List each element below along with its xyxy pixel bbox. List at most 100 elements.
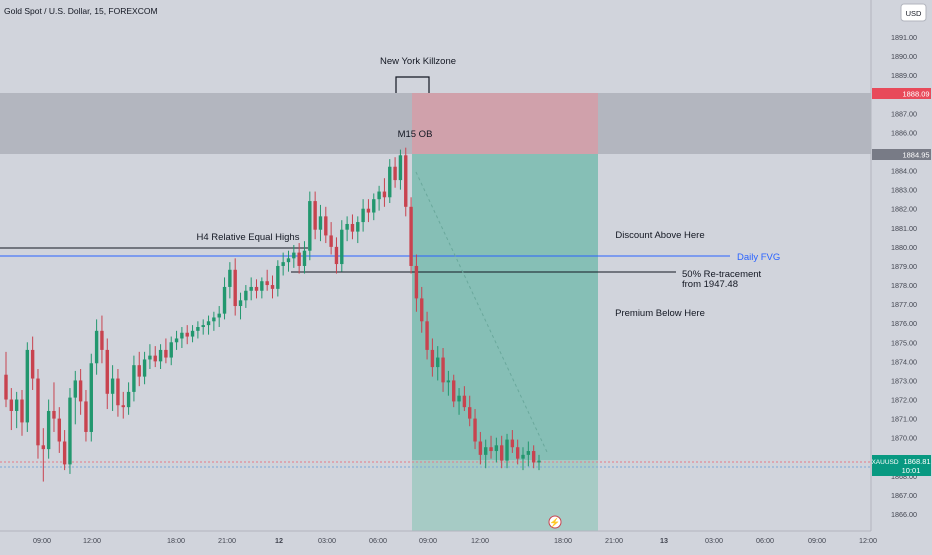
candle-bullish[interactable] (302, 250, 307, 266)
candle-bearish[interactable] (473, 418, 477, 442)
candle-bearish[interactable] (414, 265, 419, 299)
candle-bullish[interactable] (494, 445, 499, 452)
candle-bullish[interactable] (308, 201, 312, 251)
candle-bullish[interactable] (132, 365, 136, 392)
candle-bearish[interactable] (334, 246, 339, 265)
candle-bearish[interactable] (9, 399, 14, 411)
candle-bearish[interactable] (270, 285, 275, 289)
candle-bearish[interactable] (84, 401, 88, 432)
candle-bearish[interactable] (254, 286, 259, 291)
candle-bearish[interactable] (137, 365, 141, 377)
candle-bearish[interactable] (78, 380, 83, 402)
candle-bearish[interactable] (393, 166, 397, 181)
candle-bearish[interactable] (100, 330, 104, 350)
candle-bearish[interactable] (430, 349, 435, 368)
candle-bullish[interactable] (212, 317, 216, 322)
candle-bearish[interactable] (468, 407, 472, 419)
candle-bullish[interactable] (372, 199, 376, 213)
candle-bearish[interactable] (62, 441, 67, 465)
candle-bearish[interactable] (185, 332, 189, 337)
candle-bullish[interactable] (345, 223, 349, 230)
candle-bullish[interactable] (398, 155, 403, 181)
candle-bearish[interactable] (350, 223, 355, 232)
candle-bearish[interactable] (36, 378, 40, 446)
candle-bullish[interactable] (25, 349, 30, 423)
candle-bearish[interactable] (116, 378, 120, 406)
candle-bearish[interactable] (404, 155, 408, 207)
stop-loss-zone[interactable] (412, 93, 598, 154)
candle-bullish[interactable] (126, 391, 131, 408)
symbol-title[interactable]: Gold Spot / U.S. Dollar, 15, FOREXCOM (4, 6, 158, 16)
candle-bullish[interactable] (169, 342, 173, 358)
candle-bullish[interactable] (89, 363, 93, 432)
candle-bullish[interactable] (228, 269, 232, 287)
candle-bearish[interactable] (41, 445, 46, 450)
candle-bullish[interactable] (537, 460, 541, 463)
candle-bearish[interactable] (313, 201, 317, 230)
lightning-icon[interactable] (548, 515, 562, 529)
candle-bullish[interactable] (110, 378, 115, 394)
candle-bullish[interactable] (217, 313, 221, 318)
candle-bearish[interactable] (57, 418, 61, 442)
candle-bullish[interactable] (190, 330, 195, 337)
candle-bullish[interactable] (94, 330, 99, 364)
currency-button[interactable]: USD (906, 9, 922, 18)
candle-bullish[interactable] (206, 321, 211, 326)
candle-bearish[interactable] (329, 235, 333, 247)
candle-bullish[interactable] (446, 380, 451, 383)
candle-bearish[interactable] (420, 298, 424, 322)
candle-bearish[interactable] (462, 395, 467, 408)
candle-bullish[interactable] (281, 262, 285, 266)
candle-bullish[interactable] (356, 222, 360, 232)
candle-bullish[interactable] (318, 216, 323, 230)
candle-bullish[interactable] (521, 454, 525, 459)
candle-bullish[interactable] (340, 229, 344, 265)
candle-bullish[interactable] (484, 447, 488, 455)
candle-bullish[interactable] (276, 265, 280, 289)
candle-bearish[interactable] (531, 451, 536, 463)
candle-bullish[interactable] (286, 258, 291, 263)
candle-bullish[interactable] (377, 191, 381, 200)
candle-bearish[interactable] (489, 447, 493, 452)
killzone-bracket[interactable] (395, 76, 430, 93)
candle-bearish[interactable] (382, 191, 387, 198)
candle-bullish[interactable] (505, 439, 509, 461)
candle-bearish[interactable] (425, 321, 429, 350)
candle-bearish[interactable] (164, 349, 168, 358)
candle-bearish[interactable] (233, 269, 237, 307)
candle-bullish[interactable] (457, 395, 461, 402)
candle-bearish[interactable] (52, 410, 56, 419)
candle-bearish[interactable] (452, 380, 456, 402)
candle-bullish[interactable] (222, 286, 227, 314)
candle-bearish[interactable] (297, 252, 301, 266)
candle-bullish[interactable] (46, 410, 51, 450)
candle-bullish[interactable] (180, 332, 184, 339)
candle-bearish[interactable] (409, 206, 413, 266)
candle-bearish[interactable] (105, 349, 109, 394)
currency-button-bg[interactable] (900, 3, 927, 22)
candle-bullish[interactable] (68, 397, 72, 465)
candle-bullish[interactable] (260, 281, 264, 291)
candle-bearish[interactable] (30, 349, 35, 379)
candle-bullish[interactable] (436, 357, 440, 368)
candle-bearish[interactable] (4, 374, 8, 400)
candle-bearish[interactable] (153, 355, 157, 362)
candle-bullish[interactable] (238, 300, 243, 307)
candle-bearish[interactable] (121, 405, 125, 408)
candle-bearish[interactable] (515, 447, 520, 459)
candle-bullish[interactable] (244, 290, 248, 301)
candle-bullish[interactable] (292, 252, 296, 259)
candle-bullish[interactable] (201, 325, 205, 328)
candle-bullish[interactable] (526, 451, 531, 455)
candle-bullish[interactable] (249, 286, 253, 291)
candle-bullish[interactable] (142, 359, 147, 377)
candle-bullish[interactable] (388, 166, 392, 198)
candle-bullish[interactable] (73, 380, 77, 398)
candle-bullish[interactable] (148, 355, 152, 360)
candle-bullish[interactable] (158, 349, 163, 362)
candle-bearish[interactable] (441, 357, 445, 383)
candle-bullish[interactable] (14, 399, 19, 411)
candle-bearish[interactable] (499, 445, 504, 461)
candle-bearish[interactable] (20, 399, 24, 423)
